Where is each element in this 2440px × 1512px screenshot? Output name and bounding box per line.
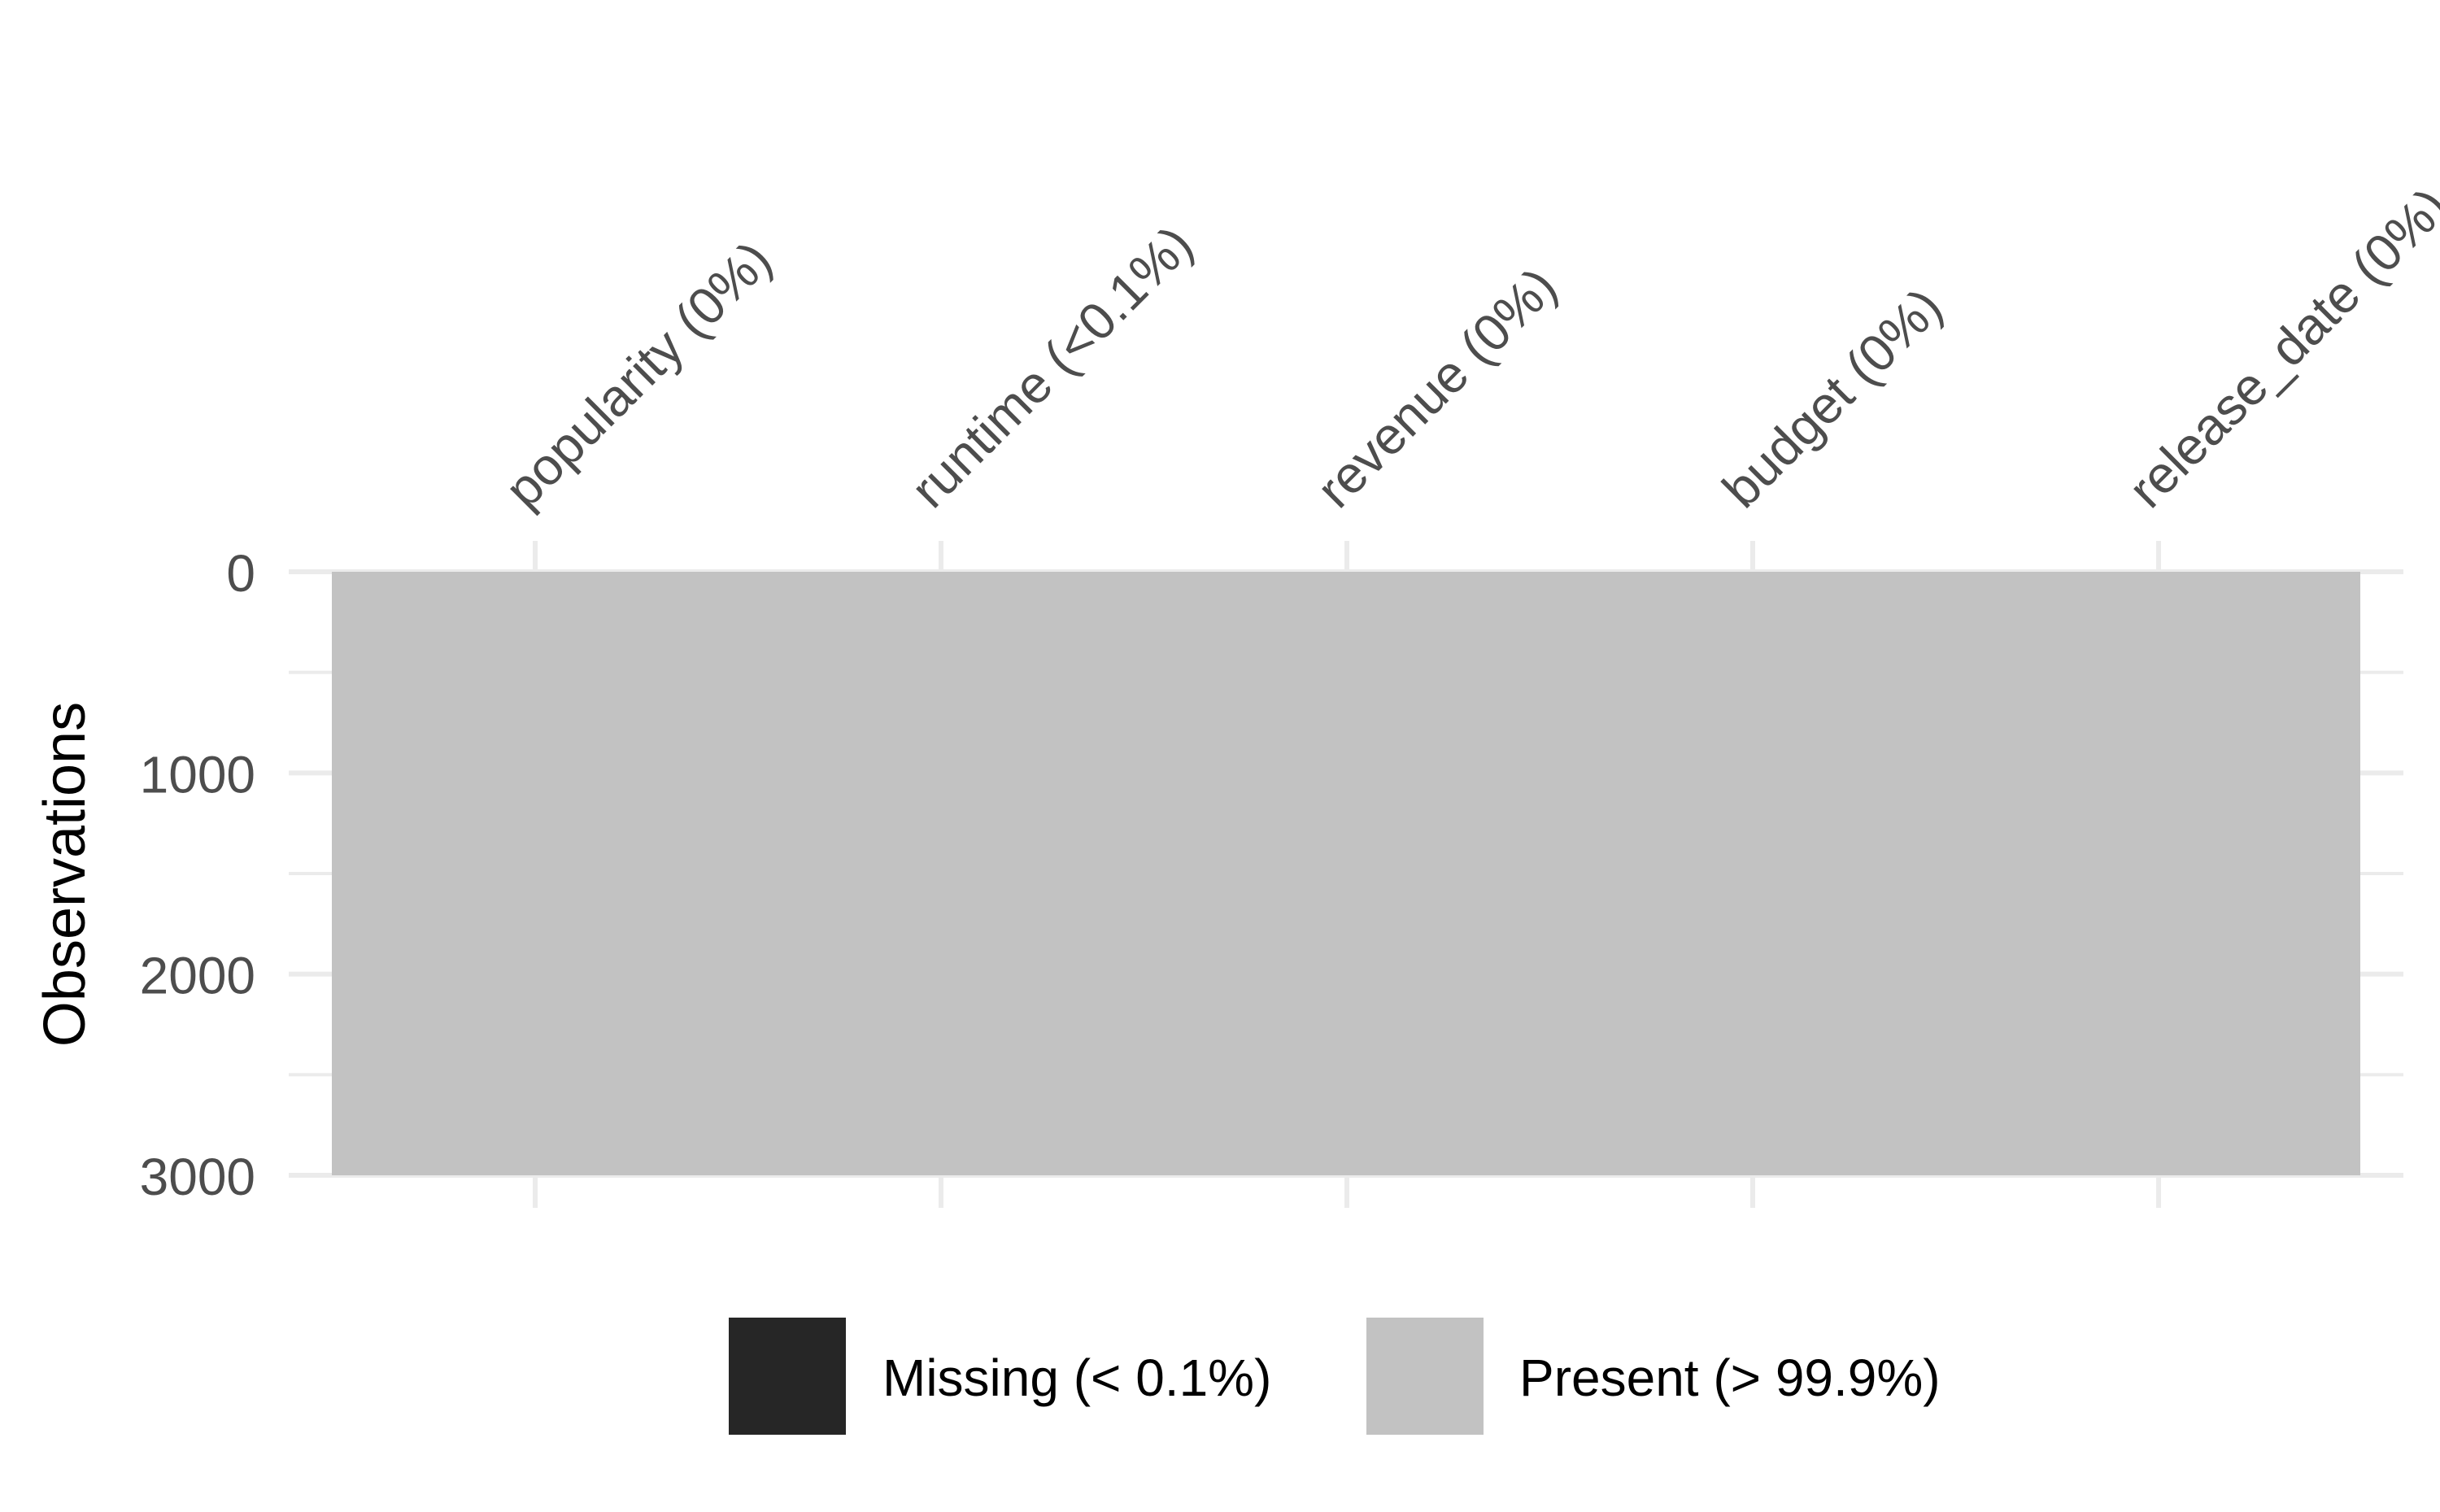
y-tick-label: 0: [226, 544, 255, 603]
present-cell-column: [1144, 572, 1550, 1175]
y-axis-title: Observations: [33, 702, 98, 1047]
x-tick-label: revenue (0%): [1305, 256, 1568, 519]
y-tick-label: 1000: [140, 745, 255, 804]
y-tick-label: 3000: [140, 1148, 255, 1206]
x-tick-label: release_date (0%): [2117, 176, 2440, 519]
legend-swatch-missing: [729, 1318, 846, 1435]
present-cell-column: [1955, 572, 2360, 1175]
present-cell-column: [738, 572, 1144, 1175]
data-layer: [332, 572, 2360, 1175]
legend-label-missing: Missing (< 0.1%): [882, 1349, 1271, 1407]
present-cell-column: [1549, 572, 1956, 1175]
y-tick-label: 2000: [140, 947, 255, 1005]
legend-label-present: Present (> 99.9%): [1519, 1349, 1941, 1407]
present-cell-column: [332, 572, 739, 1175]
legend: Missing (< 0.1%) Present (> 99.9%): [729, 1318, 1941, 1435]
x-tick-label: budget (0%): [1711, 277, 1953, 518]
x-tick-label: runtime (<0.1%): [900, 215, 1204, 519]
legend-swatch-present: [1366, 1318, 1484, 1435]
x-tick-label: popularity (0%): [494, 230, 782, 519]
